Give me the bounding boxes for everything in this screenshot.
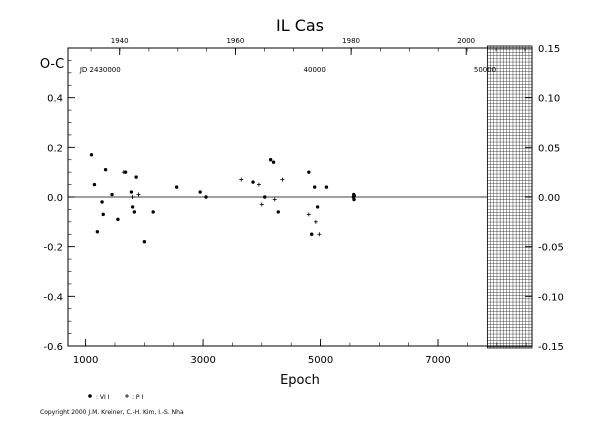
y-tick-label: 0.0 [47,193,63,204]
data-point-plus [306,212,311,217]
chart-title: IL Cas [276,16,324,35]
data-point-dot [352,197,356,202]
top-year-label: 1960 [226,37,244,45]
copyright-text: Copyright 2000 J.M. Kreiner, C.-H. Kim, … [40,409,184,416]
data-point-dot [352,194,357,198]
jd-label: 50000 [474,66,496,74]
data-point-dot [310,232,314,236]
axis-labels: -0.6 -0.4 -0.2 0.0 0.2 0.4 -0.15 -0.10 -0.05 0.00… [43,37,563,366]
data-point-dot [129,190,134,194]
data-point-dot [100,200,104,204]
data-point-plus [130,195,135,199]
data-point-dot [95,230,100,234]
data-point-dot [89,153,94,157]
legend-dot-marker [88,394,92,398]
top-year-label: 1980 [342,37,360,45]
y-tick-label: 0.2 [47,143,63,154]
plot-frame [67,47,533,347]
data-point-dot [198,190,202,194]
y-tick-label: 0.4 [47,94,63,105]
right-tick-label: 0.05 [538,143,560,154]
legend-label-p: : P I [132,394,143,401]
data-point-dot [271,160,276,164]
data-point-dot [174,185,179,189]
data-point-plus [280,177,285,182]
data-point-plus [239,177,244,182]
y-tick-label: -0.6 [43,342,63,353]
data-point-dot [142,240,147,244]
axis-ticks [68,47,532,347]
data-point-dot [268,158,273,162]
grid-region [486,45,533,349]
top-year-label: 2000 [457,37,475,45]
data-point-dot [204,195,208,199]
legend-label-vi: : VI I [96,394,110,401]
data-marks [89,153,357,244]
data-point-dot [276,210,280,214]
x-tick-label: 5000 [308,355,333,366]
data-point-dot [324,185,329,189]
data-point-plus [259,202,264,207]
data-point-dot [315,205,320,209]
data-point-dot [251,180,255,184]
data-point-plus [256,182,261,187]
data-point-plus [313,219,318,224]
data-point-dot [103,167,108,172]
legend-plus-marker [125,394,129,398]
right-tick-label: 0.10 [538,94,560,105]
data-point-dot [116,217,120,222]
data-point-dot [312,185,317,189]
right-tick-label: -0.15 [538,342,564,353]
data-point-plus [136,192,141,197]
data-point-plus [317,232,322,237]
data-point-dot [263,195,267,199]
y-tick-label: -0.2 [43,243,63,254]
x-tick-label: 7000 [425,355,450,366]
data-point-plus [121,170,126,175]
data-point-dot [92,182,97,187]
y-axis-label: O-C [40,57,64,72]
right-tick-label: -0.05 [538,243,564,254]
data-point-plus [272,197,277,202]
top-year-label: 1940 [111,37,129,45]
data-point-dot [307,170,311,174]
y-tick-label: -0.4 [43,292,63,303]
x-tick-label: 3000 [190,355,215,366]
right-tick-label: -0.10 [538,292,564,303]
jd-label: JD 2430000 [79,66,121,74]
right-tick-label: 0.00 [538,193,560,204]
data-point-dot [151,210,155,214]
data-point-dot [110,192,114,197]
right-tick-label: 0.15 [538,44,560,55]
data-point-dot [134,175,138,179]
data-point-dot [101,212,105,217]
data-point-dot [130,205,135,209]
x-axis-label: Epoch [280,373,320,388]
legend: : VI I : P I [88,394,143,401]
data-point-dot [132,210,137,214]
jd-label: 40000 [304,66,326,74]
x-tick-label: 1000 [73,355,98,366]
